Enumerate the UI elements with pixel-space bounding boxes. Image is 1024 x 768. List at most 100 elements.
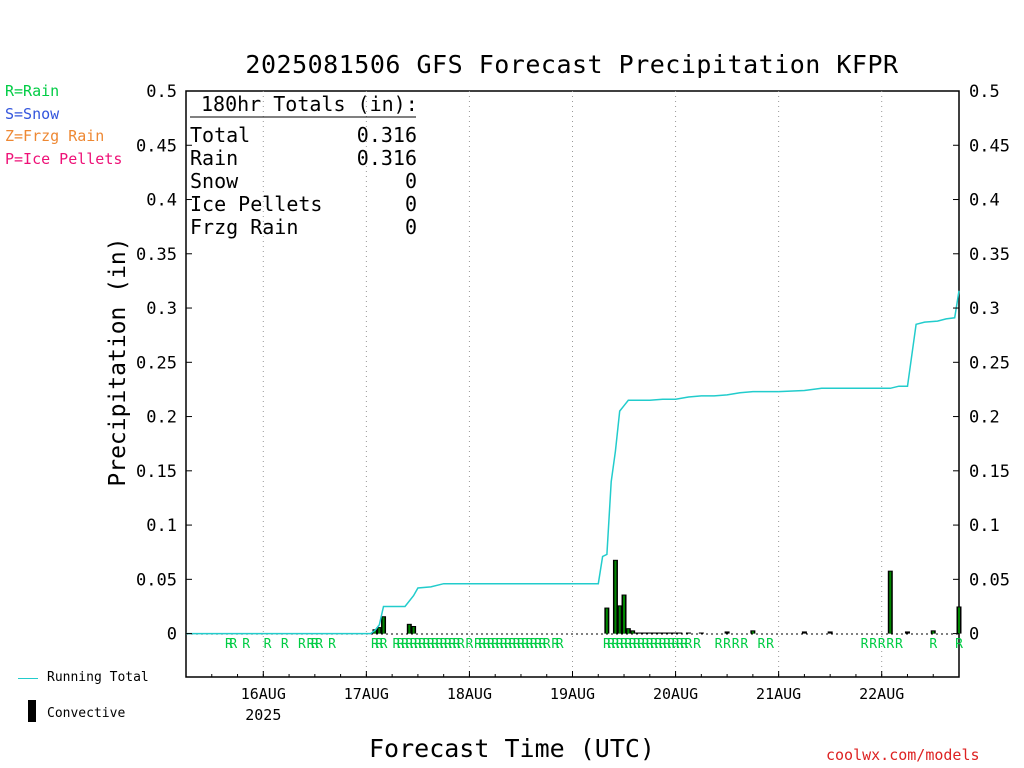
key-freezing-rain: Z=Frzg Rain: [5, 127, 105, 145]
totals-snow-label: Snow: [190, 169, 239, 193]
rain-marker: R: [869, 637, 877, 652]
rain-marker: R: [457, 637, 465, 652]
convective-bar: [685, 632, 691, 634]
y-tick-label-left: 0.2: [146, 408, 177, 428]
rain-marker: R: [526, 637, 534, 652]
precip-bar-inner: [378, 628, 381, 634]
precip-bar-inner: [408, 624, 411, 634]
rain-marker: R: [642, 637, 650, 652]
rain-marker: R: [478, 637, 486, 652]
precip-bar-inner: [373, 630, 376, 634]
rain-marker: R: [612, 637, 620, 652]
rain-marker: R: [448, 637, 456, 652]
precip-bar-inner: [614, 560, 617, 634]
convective-bar: [698, 632, 704, 634]
rain-marker: R: [740, 637, 748, 652]
x-tick-label: 21AUG: [756, 685, 801, 703]
rain-marker: R: [466, 637, 474, 652]
x-axis-label: Forecast Time (UTC): [369, 734, 655, 763]
rain-marker: R: [371, 637, 379, 652]
convective-legend-swatch: [28, 700, 36, 722]
rain-marker: R: [663, 637, 671, 652]
rain-marker: R: [298, 637, 306, 652]
running-total-legend-label: Running Total: [47, 670, 149, 685]
precip-bar-inner: [889, 571, 892, 634]
x-tick-sublabel: 2025: [245, 706, 281, 724]
rain-marker: R: [530, 637, 538, 652]
totals-frzg-value: 0: [405, 215, 417, 239]
y-tick-label-left: 0.05: [136, 570, 177, 590]
rain-marker: R: [440, 637, 448, 652]
rain-marker: R: [521, 637, 529, 652]
rain-marker: R: [766, 637, 774, 652]
convective-bar: [647, 632, 653, 634]
rain-marker: R: [543, 637, 551, 652]
y-tick-label-right: 0.5: [969, 82, 1000, 102]
rain-marker: R: [929, 637, 937, 652]
rain-marker: R: [504, 637, 512, 652]
precip-bar-inner: [382, 617, 385, 634]
rain-marker: R: [886, 637, 894, 652]
rain-marker: R: [496, 637, 504, 652]
rain-marker: R: [624, 637, 632, 652]
convective-bar: [801, 631, 807, 634]
rain-marker: R: [427, 637, 435, 652]
rain-marker: R: [551, 637, 559, 652]
rain-marker: R: [723, 637, 731, 652]
rain-marker: R: [539, 637, 547, 652]
totals-box: 180hr Totals (in): Total 0.316 Rain 0.31…: [190, 92, 418, 239]
totals-ice-label: Ice Pellets: [190, 192, 322, 216]
rain-marker: R: [410, 637, 418, 652]
rain-marker: R: [414, 637, 422, 652]
y-tick-label-right: 0.3: [969, 299, 1000, 319]
rain-marker: R: [315, 637, 323, 652]
x-tick-label: 18AUG: [447, 685, 492, 703]
y-tick-label-left: 0.4: [146, 191, 177, 211]
x-tick-label: 16AUG: [241, 685, 286, 703]
rain-marker: R: [878, 637, 886, 652]
rain-marker: R: [667, 637, 675, 652]
rain-marker: R: [483, 637, 491, 652]
plot-frame: [185, 90, 960, 678]
rain-marker: R: [242, 637, 250, 652]
y-tick-label-right: 0.1: [969, 516, 1000, 536]
totals-rain-label: Rain: [190, 146, 238, 170]
rain-marker: R: [715, 637, 723, 652]
rain-marker: R: [607, 637, 615, 652]
rain-marker: R: [680, 637, 688, 652]
rain-marker: R: [556, 637, 564, 652]
y-tick-label-left: 0.15: [136, 462, 177, 482]
rain-marker: R: [861, 637, 869, 652]
precip-bar-inner: [627, 629, 630, 634]
rain-marker: R: [380, 637, 388, 652]
rain-marker: R: [646, 637, 654, 652]
rain-marker: R: [328, 637, 336, 652]
rain-marker: R: [418, 637, 426, 652]
y-tick-label-right: 0.4: [969, 191, 1000, 211]
convective-bar: [724, 631, 730, 634]
rain-marker: R: [633, 637, 641, 652]
y-tick-label-right: 0.25: [969, 353, 1010, 373]
y-tick-label-left: 0.3: [146, 299, 177, 319]
convective-bar: [634, 632, 640, 634]
rain-marker: R: [650, 637, 658, 652]
credit-text: coolwx.com/models: [826, 746, 980, 764]
rain-marker: R: [659, 637, 667, 652]
totals-snow-value: 0: [405, 169, 417, 193]
convective-bar: [827, 631, 833, 634]
rain-marker: R: [444, 637, 452, 652]
rain-marker: R: [758, 637, 766, 652]
precip-bar-inner: [631, 631, 634, 634]
rain-marker: R: [603, 637, 611, 652]
chart-title: 2025081506 GFS Forecast Precipitation KF…: [245, 50, 899, 79]
precip-bar-inner: [623, 595, 626, 634]
y-tick-label-right: 0.2: [969, 408, 1000, 428]
rain-marker: R: [375, 637, 383, 652]
x-tick-label: 20AUG: [653, 685, 698, 703]
rain-marker: R: [616, 637, 624, 652]
rain-marker: R: [229, 637, 237, 652]
key-ice-pellets: P=Ice Pellets: [5, 150, 123, 168]
rain-marker: R: [281, 637, 289, 652]
running-total-legend-swatch: [18, 678, 38, 679]
convective-bar: [638, 632, 644, 634]
